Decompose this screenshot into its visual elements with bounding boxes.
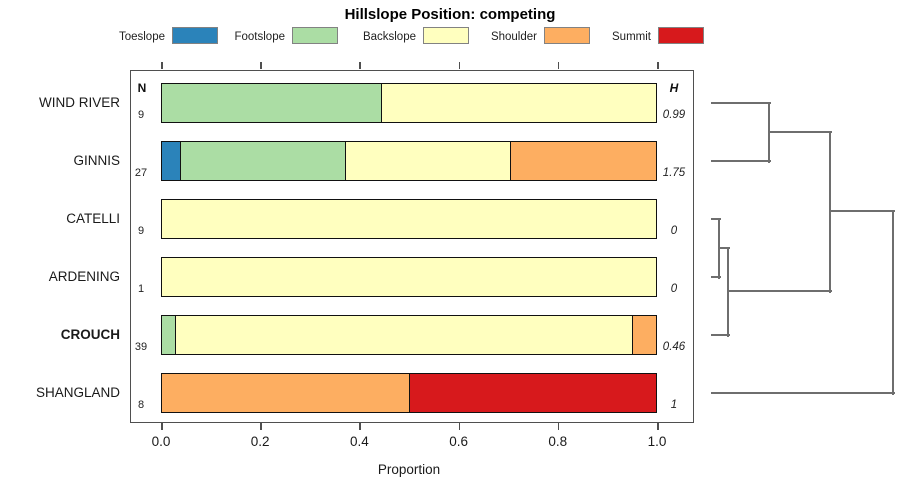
dendrogram-segment bbox=[711, 276, 721, 278]
n-value: 27 bbox=[134, 167, 148, 179]
legend-swatch bbox=[423, 27, 469, 44]
n-value: 1 bbox=[137, 283, 145, 295]
chart-title: Hillslope Position: competing bbox=[344, 6, 556, 23]
category-bar bbox=[161, 199, 657, 239]
dendrogram-segment bbox=[768, 103, 770, 163]
h-value: 0 bbox=[670, 283, 678, 295]
dendrogram-segment bbox=[829, 132, 831, 293]
dendrogram-segment bbox=[769, 131, 832, 133]
x-tick-label: 0.2 bbox=[250, 434, 270, 449]
category-bar bbox=[161, 83, 657, 123]
row-label: SHANGLAND bbox=[35, 385, 120, 400]
dendrogram-segment bbox=[728, 290, 832, 292]
bar-segment bbox=[162, 374, 410, 412]
bar-segment bbox=[162, 84, 383, 122]
x-tick bbox=[458, 423, 461, 430]
x-tick bbox=[260, 423, 262, 430]
row-label: CROUCH bbox=[60, 327, 120, 342]
x-tick bbox=[359, 62, 361, 69]
h-value: 1.75 bbox=[662, 167, 686, 179]
x-tick-label: 0.6 bbox=[449, 434, 468, 449]
legend-label: Shoulder bbox=[490, 31, 537, 43]
n-column-header: N bbox=[137, 81, 147, 95]
x-tick bbox=[657, 62, 659, 69]
n-value: 39 bbox=[134, 341, 148, 353]
row-label: ARDENING bbox=[48, 269, 120, 284]
dendrogram-segment bbox=[711, 160, 771, 162]
bar-segment bbox=[162, 258, 656, 296]
n-value: 9 bbox=[137, 225, 145, 237]
x-tick bbox=[161, 62, 163, 69]
category-bar bbox=[161, 373, 657, 413]
bar-segment bbox=[181, 142, 346, 180]
x-tick-label: 0.8 bbox=[548, 434, 568, 449]
h-value: 0.99 bbox=[662, 109, 686, 121]
bar-segment bbox=[510, 142, 657, 180]
legend-label: Toeslope bbox=[118, 31, 165, 43]
x-tick bbox=[359, 423, 361, 430]
dendrogram-segment bbox=[711, 102, 771, 104]
row-label: GINNIS bbox=[73, 153, 120, 168]
bar-segment bbox=[162, 142, 182, 180]
bar-segment bbox=[633, 316, 656, 354]
bar-segment bbox=[162, 200, 656, 238]
dendrogram-segment bbox=[727, 248, 729, 337]
dendrogram-segment bbox=[718, 219, 720, 279]
legend-swatch bbox=[544, 27, 590, 44]
bar-segment bbox=[382, 84, 656, 122]
legend-swatch bbox=[172, 27, 218, 44]
x-tick bbox=[657, 423, 659, 430]
category-bar bbox=[161, 141, 657, 181]
n-value: 8 bbox=[137, 399, 145, 411]
x-tick bbox=[557, 423, 560, 430]
x-tick-label: 0.0 bbox=[151, 434, 171, 449]
dendrogram-segment bbox=[719, 247, 730, 249]
category-bar bbox=[161, 315, 657, 355]
legend-swatch bbox=[658, 27, 704, 44]
h-value: 0 bbox=[670, 225, 678, 237]
bar-segment bbox=[409, 374, 656, 412]
x-axis-title: Proportion bbox=[377, 462, 441, 477]
x-tick bbox=[557, 62, 560, 69]
row-label: WIND RIVER bbox=[39, 95, 120, 110]
dendrogram-segment bbox=[711, 218, 721, 220]
plot-frame bbox=[130, 70, 694, 423]
x-tick-label: 0.4 bbox=[350, 434, 369, 449]
bar-segment bbox=[175, 316, 634, 354]
category-bar bbox=[161, 257, 657, 297]
h-value: 0.46 bbox=[662, 341, 686, 353]
legend-label: Backslope bbox=[362, 31, 416, 43]
row-label: CATELLI bbox=[66, 211, 120, 226]
x-tick-label: 1.0 bbox=[647, 434, 667, 449]
legend-swatch bbox=[292, 27, 338, 44]
h-value: 1 bbox=[670, 399, 678, 411]
dendrogram-segment bbox=[830, 210, 895, 212]
bar-segment bbox=[345, 142, 511, 180]
bar-segment bbox=[162, 316, 176, 354]
legend-label: Footslope bbox=[234, 31, 285, 43]
dendrogram-segment bbox=[892, 211, 894, 395]
n-value: 9 bbox=[137, 109, 145, 121]
x-tick bbox=[161, 423, 163, 430]
x-tick bbox=[260, 62, 262, 69]
dendrogram-segment bbox=[711, 334, 730, 336]
h-column-header: H bbox=[669, 81, 679, 95]
dendrogram-segment bbox=[711, 392, 895, 394]
x-tick bbox=[458, 62, 461, 69]
legend-label: Summit bbox=[612, 31, 651, 43]
